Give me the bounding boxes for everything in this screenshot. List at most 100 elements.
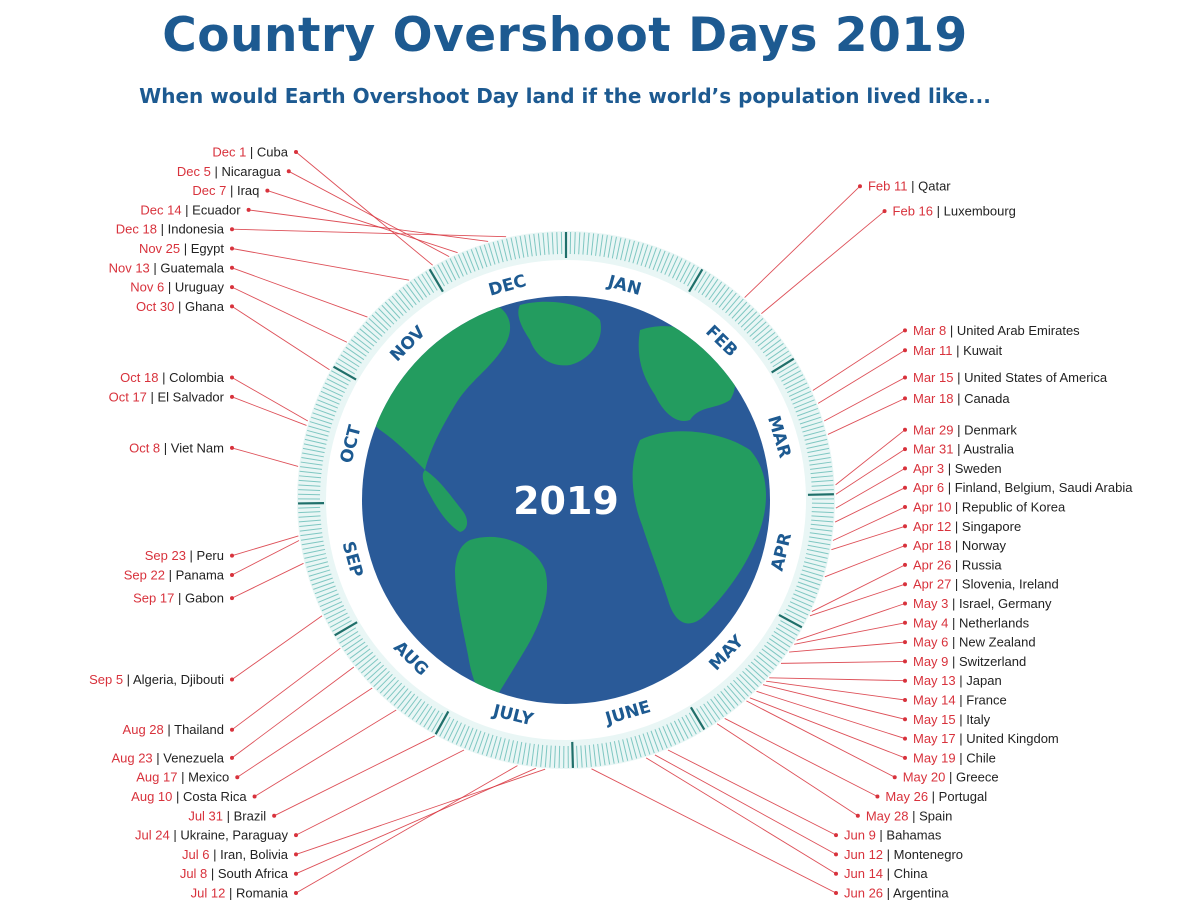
separator: | — [174, 299, 185, 314]
day-tick — [368, 318, 386, 334]
leader-line-japan — [769, 677, 906, 682]
day-tick — [708, 281, 723, 301]
country-name: New Zealand — [959, 635, 1036, 650]
leader-dot — [265, 188, 270, 193]
country-name: Italy — [966, 712, 990, 727]
day-tick — [386, 682, 403, 700]
leader-dot — [294, 833, 298, 838]
country-label-mexico: Aug 17 | Mexico — [136, 770, 229, 785]
overshoot-date: May 14 — [913, 693, 956, 708]
leader-dot — [903, 524, 907, 529]
day-tick — [811, 506, 834, 509]
leader-dot — [903, 427, 907, 432]
leader-line-romania — [295, 765, 518, 894]
leader-dot — [903, 620, 907, 625]
leader-dot — [230, 265, 234, 270]
country-label-greece: May 20 | Greece — [903, 770, 999, 785]
country-name: Netherlands — [959, 615, 1030, 630]
leader-dot — [230, 394, 234, 399]
day-tick — [298, 506, 321, 509]
overshoot-date: Jun 14 — [844, 866, 883, 881]
country-name: United States of America — [964, 370, 1108, 385]
separator: | — [953, 422, 964, 437]
leader-line-canada — [827, 397, 906, 435]
day-tick — [808, 452, 830, 458]
day-tick — [324, 382, 345, 394]
day-tick — [628, 240, 635, 263]
day-tick — [642, 733, 651, 755]
day-tick — [728, 298, 744, 316]
leader-line-ukraine-paraguay — [295, 749, 465, 836]
separator: | — [180, 241, 191, 256]
day-tick — [447, 720, 459, 741]
day-tick — [494, 737, 502, 759]
leader-line-thailand — [231, 647, 341, 731]
day-tick — [762, 339, 782, 354]
month-boundary-tick — [688, 268, 704, 293]
day-tick — [367, 664, 384, 681]
country-label-egypt: Nov 25 | Egypt — [139, 241, 224, 256]
country-label-united-arab-emirates: Mar 8 | United Arab Emirates — [913, 323, 1080, 338]
country-name: Bahamas — [886, 828, 941, 843]
day-tick — [551, 232, 554, 255]
separator: | — [164, 280, 175, 295]
separator: | — [953, 391, 964, 406]
day-tick — [299, 523, 322, 527]
country-name: Gabon — [185, 591, 224, 606]
leader-dot — [903, 582, 907, 587]
overshoot-date: Jul 6 — [182, 847, 209, 862]
day-tick — [576, 745, 579, 768]
day-tick — [811, 479, 834, 483]
day-tick — [549, 745, 552, 768]
month-boundary-tick — [334, 621, 358, 637]
overshoot-date: Nov 13 — [109, 260, 150, 275]
day-tick — [344, 638, 363, 652]
leader-line-peru — [231, 535, 299, 557]
leader-line-spain — [716, 723, 859, 817]
day-tick — [322, 386, 344, 397]
overshoot-date: Mar 18 — [913, 391, 953, 406]
day-tick — [327, 612, 348, 624]
leader-line-panama — [231, 540, 300, 576]
day-tick — [299, 470, 322, 475]
day-tick — [788, 386, 810, 397]
overshoot-date: May 9 — [913, 654, 948, 669]
day-tick — [573, 232, 576, 255]
leader-dot — [903, 485, 907, 490]
day-tick — [745, 667, 762, 684]
day-tick — [300, 461, 323, 466]
day-tick — [699, 705, 713, 725]
country-name: South Africa — [218, 866, 289, 881]
day-tick — [672, 258, 683, 279]
day-tick — [753, 658, 772, 674]
day-tick — [750, 661, 769, 677]
day-tick — [810, 528, 833, 532]
country-name: Portugal — [939, 789, 988, 804]
leader-line-el-salvador — [231, 396, 307, 426]
day-tick — [703, 703, 717, 723]
day-tick — [544, 745, 548, 768]
day-tick — [721, 292, 737, 311]
day-tick — [773, 631, 793, 644]
day-tick — [697, 273, 711, 293]
separator: | — [956, 750, 967, 765]
overshoot-date: Apr 26 — [913, 557, 951, 572]
country-label-costa-rica: Aug 10 | Costa Rica — [131, 789, 247, 804]
day-tick — [809, 532, 832, 537]
day-tick — [431, 712, 444, 733]
separator: | — [945, 770, 956, 785]
country-label-china: Jun 14 | China — [844, 866, 928, 881]
overshoot-date: Aug 10 — [131, 789, 172, 804]
day-tick — [801, 569, 824, 577]
day-tick — [521, 742, 527, 765]
country-name: Japan — [966, 673, 1001, 688]
overshoot-date: Apr 6 — [913, 480, 944, 495]
day-tick — [688, 712, 701, 733]
overshoot-date: Sep 23 — [145, 548, 186, 563]
day-tick — [308, 425, 330, 433]
country-name: Norway — [962, 538, 1007, 553]
day-tick — [332, 620, 352, 632]
day-tick — [626, 738, 633, 760]
separator: | — [225, 886, 236, 900]
country-name: Brazil — [234, 808, 267, 823]
